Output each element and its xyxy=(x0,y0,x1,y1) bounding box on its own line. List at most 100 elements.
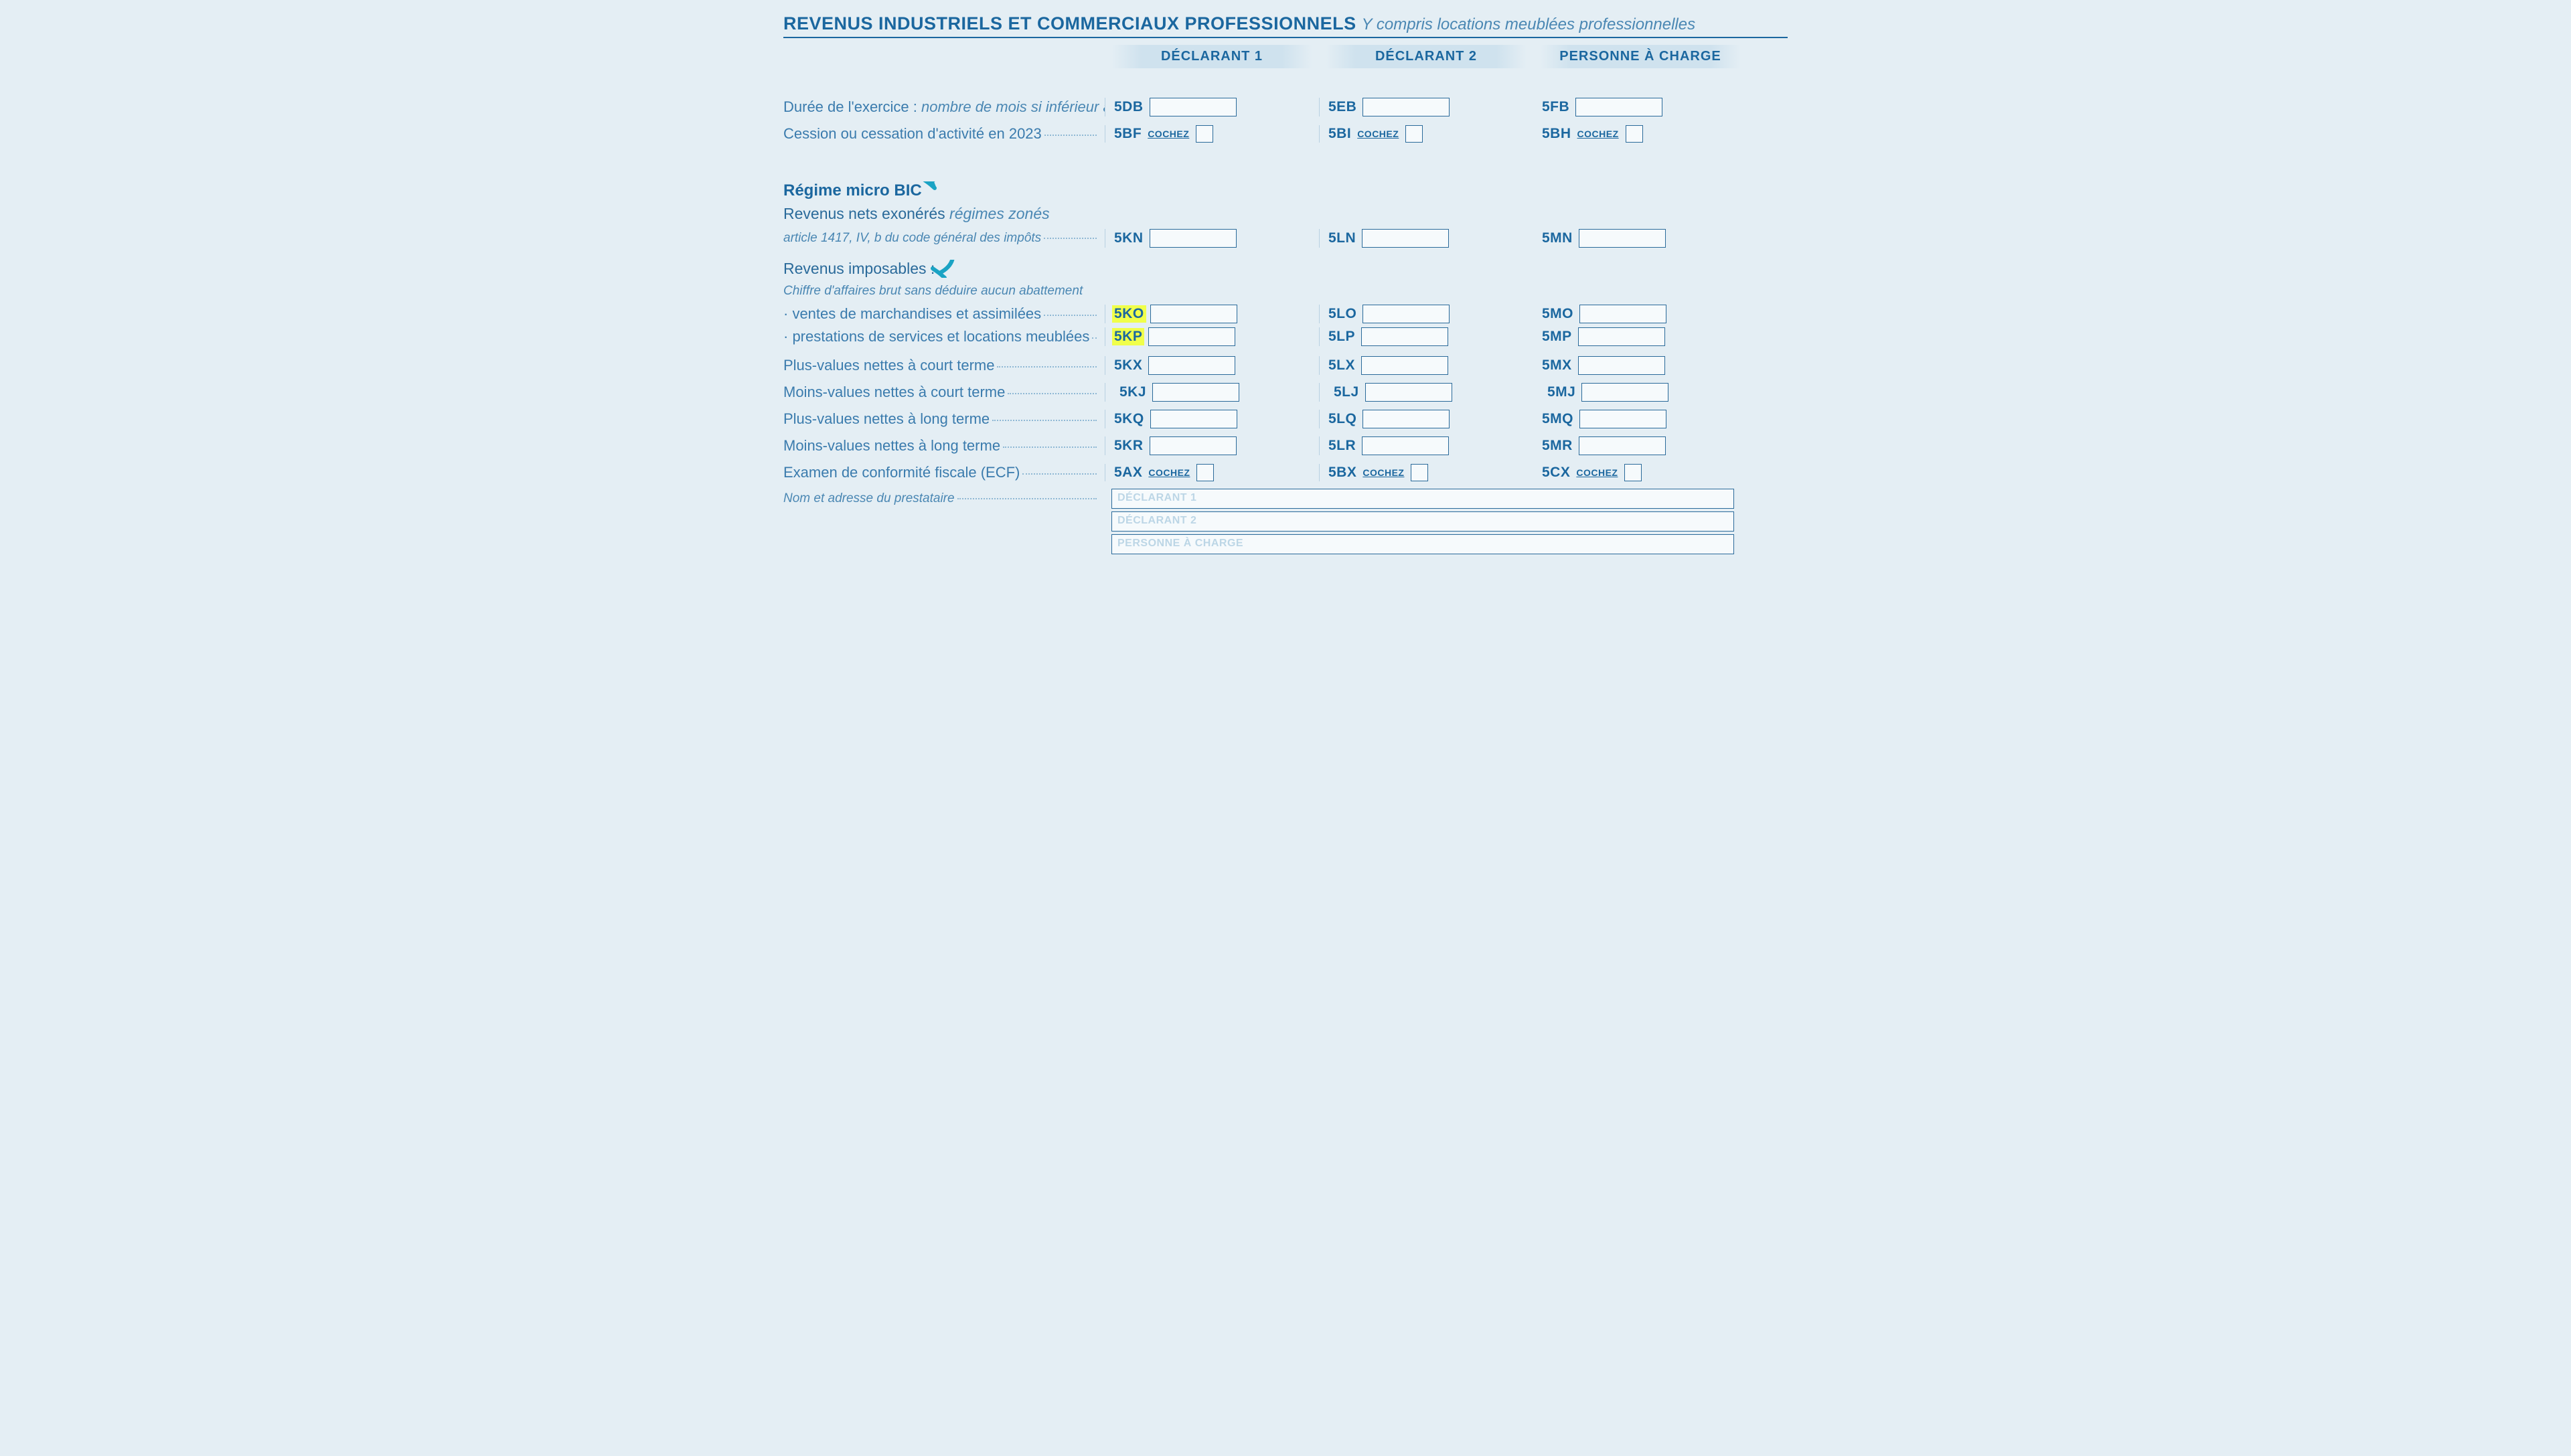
code-5lo: 5LO xyxy=(1326,305,1358,323)
label-revenus-imposables: Revenus imposables : xyxy=(783,260,935,278)
code-5kn: 5KN xyxy=(1112,230,1146,247)
cochez-label: COCHEZ xyxy=(1148,129,1189,139)
code-5lx: 5LX xyxy=(1326,357,1357,374)
label-prestations: · prestations de services et locations m… xyxy=(783,328,1089,345)
label-mv-long: Moins-values nettes à long terme xyxy=(783,437,1000,455)
field-5kq[interactable] xyxy=(1150,410,1237,428)
code-5db: 5DB xyxy=(1112,98,1146,116)
columns-header: DÉCLARANT 1 DÉCLARANT 2 PERSONNE À CHARG… xyxy=(783,45,1788,68)
label-chiffre-affaires: Chiffre d'affaires brut sans déduire auc… xyxy=(783,284,1083,299)
field-5lo[interactable] xyxy=(1362,305,1450,323)
field-5lr[interactable] xyxy=(1362,436,1449,455)
field-5fb[interactable] xyxy=(1575,98,1662,116)
checkbox-5bf[interactable] xyxy=(1196,125,1213,143)
cochez-label: COCHEZ xyxy=(1577,129,1619,139)
label-duree: Durée de l'exercice : nombre de mois si … xyxy=(783,98,1105,116)
code-5lq: 5LQ xyxy=(1326,410,1358,428)
code-5mx: 5MX xyxy=(1540,357,1574,374)
field-5lq[interactable] xyxy=(1362,410,1450,428)
field-5kp[interactable] xyxy=(1148,327,1235,346)
checkbox-5bx[interactable] xyxy=(1411,464,1428,481)
code-5fb: 5FB xyxy=(1540,98,1571,116)
section-title-main: REVENUS INDUSTRIELS ET COMMERCIAUX PROFE… xyxy=(783,13,1356,33)
field-5mr[interactable] xyxy=(1579,436,1666,455)
row-mv-long: Moins-values nettes à long terme 5KR 5LR… xyxy=(783,432,1788,459)
code-5kp: 5KP xyxy=(1112,328,1144,345)
wide-field-personne[interactable]: PERSONNE À CHARGE xyxy=(1111,534,1734,554)
code-5kj: 5KJ xyxy=(1117,384,1148,401)
code-5kx: 5KX xyxy=(1112,357,1144,374)
checkbox-5cx[interactable] xyxy=(1624,464,1642,481)
code-5kr: 5KR xyxy=(1112,437,1146,455)
field-5kn[interactable] xyxy=(1150,229,1237,248)
section-title: REVENUS INDUSTRIELS ET COMMERCIAUX PROFE… xyxy=(783,13,1788,38)
code-5lp: 5LP xyxy=(1326,328,1357,345)
code-5ln: 5LN xyxy=(1326,230,1358,247)
row-nom-adresse: Nom et adresse du prestataire DÉCLARANT … xyxy=(783,489,1788,554)
row-revenus-exoneres-line1: Revenus nets exonérés régimes zonés xyxy=(783,202,1788,225)
field-5ko[interactable] xyxy=(1150,305,1237,323)
code-5lj: 5LJ xyxy=(1332,384,1361,401)
label-pv-long: Plus-values nettes à long terme xyxy=(783,410,990,428)
field-5kr[interactable] xyxy=(1150,436,1237,455)
label-article-1417: article 1417, IV, b du code général des … xyxy=(783,231,1041,246)
code-5mp: 5MP xyxy=(1540,328,1574,345)
code-5ko: 5KO xyxy=(1112,305,1146,323)
checkbox-5bh[interactable] xyxy=(1626,125,1643,143)
checkbox-5bi[interactable] xyxy=(1405,125,1423,143)
code-5lr: 5LR xyxy=(1326,437,1358,455)
checkbox-5ax[interactable] xyxy=(1196,464,1214,481)
row-revenus-exoneres-line2: article 1417, IV, b du code général des … xyxy=(783,225,1788,252)
field-5mp[interactable] xyxy=(1578,327,1665,346)
code-5bh: 5BH xyxy=(1540,125,1573,143)
cochez-label: COCHEZ xyxy=(1357,129,1399,139)
code-5mq: 5MQ xyxy=(1540,410,1575,428)
wide-field-declarant1[interactable]: DÉCLARANT 1 xyxy=(1111,489,1734,509)
field-5ln[interactable] xyxy=(1362,229,1449,248)
field-5kx[interactable] xyxy=(1148,356,1235,375)
label-ecf: Examen de conformité fiscale (ECF) xyxy=(783,464,1020,481)
row-duree-exercice: Durée de l'exercice : nombre de mois si … xyxy=(783,94,1788,120)
row-ecf: Examen de conformité fiscale (ECF) 5AX C… xyxy=(783,459,1788,486)
label-pv-court: Plus-values nettes à court terme xyxy=(783,357,994,374)
field-5mj[interactable] xyxy=(1581,383,1668,402)
code-5mn: 5MN xyxy=(1540,230,1575,247)
code-5eb: 5EB xyxy=(1326,98,1358,116)
row-pv-court: Plus-values nettes à court terme 5KX 5LX… xyxy=(783,352,1788,379)
label-revenus-exoneres: Revenus nets exonérés régimes zonés xyxy=(783,205,1050,223)
code-5bf: 5BF xyxy=(1112,125,1144,143)
code-5bx: 5BX xyxy=(1326,464,1358,481)
field-5mn[interactable] xyxy=(1579,229,1666,248)
row-prestations: · prestations de services et locations m… xyxy=(783,325,1788,348)
field-5lj[interactable] xyxy=(1365,383,1452,402)
field-5mx[interactable] xyxy=(1578,356,1665,375)
field-5mo[interactable] xyxy=(1579,305,1666,323)
column-header-declarant1: DÉCLARANT 1 xyxy=(1111,45,1312,68)
code-5mr: 5MR xyxy=(1540,437,1575,455)
code-5kq: 5KQ xyxy=(1112,410,1146,428)
code-5mj: 5MJ xyxy=(1545,384,1577,401)
field-5lx[interactable] xyxy=(1361,356,1448,375)
row-regime-micro-bic: Régime micro BIC xyxy=(783,179,1788,202)
form-page: REVENUS INDUSTRIELS ET COMMERCIAUX PROFE… xyxy=(770,0,1801,574)
column-header-declarant2: DÉCLARANT 2 xyxy=(1326,45,1527,68)
label-ventes: · ventes de marchandises et assimilées xyxy=(783,305,1041,323)
section-title-sub: Y compris locations meublées professionn… xyxy=(1362,15,1695,33)
field-5kj[interactable] xyxy=(1152,383,1239,402)
annotation-arrow-icon xyxy=(917,181,951,198)
cochez-label: COCHEZ xyxy=(1362,467,1404,478)
field-5mq[interactable] xyxy=(1579,410,1666,428)
field-5eb[interactable] xyxy=(1362,98,1450,116)
column-header-personne: PERSONNE À CHARGE xyxy=(1540,45,1741,68)
label-cession: Cession ou cessation d'activité en 2023 xyxy=(783,125,1042,143)
row-pv-long: Plus-values nettes à long terme 5KQ 5LQ … xyxy=(783,406,1788,432)
field-5db[interactable] xyxy=(1150,98,1237,116)
heading-regime-micro-bic: Régime micro BIC xyxy=(783,181,922,200)
code-5ax: 5AX xyxy=(1112,464,1144,481)
field-5lp[interactable] xyxy=(1361,327,1448,346)
label-mv-court: Moins-values nettes à court terme xyxy=(783,384,1005,401)
code-5mo: 5MO xyxy=(1540,305,1575,323)
label-nom-adresse: Nom et adresse du prestataire xyxy=(783,491,955,506)
row-ventes: · ventes de marchandises et assimilées 5… xyxy=(783,303,1788,325)
wide-field-declarant2[interactable]: DÉCLARANT 2 xyxy=(1111,511,1734,532)
